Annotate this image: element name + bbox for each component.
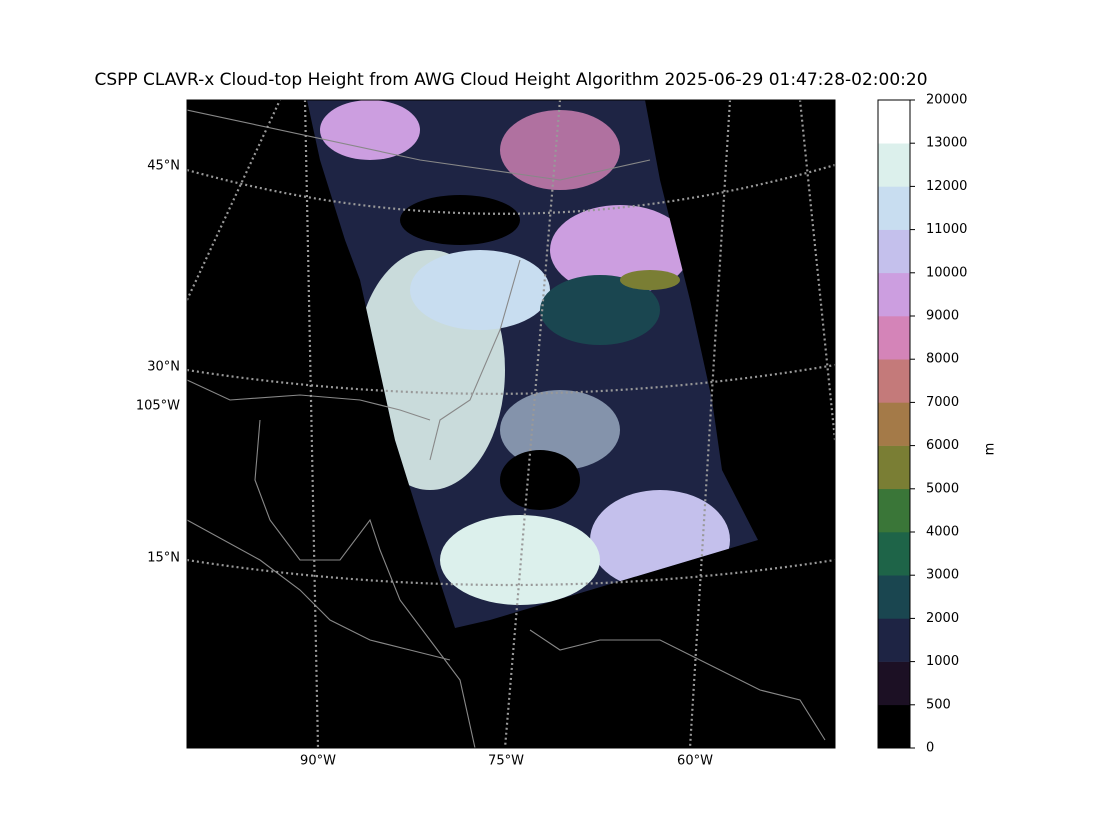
colorbar-segment [878,402,910,446]
colorbar-tick-label: 2000 [926,611,959,626]
colorbar-segment [878,532,910,576]
colorbar-segment [878,229,910,274]
colorbar-tick-label: 9000 [926,309,959,324]
colorbar-frame [877,99,911,749]
colorbar-segment [878,704,910,749]
colorbar-segment [878,618,910,662]
colorbar-tick-label: 0 [926,741,934,756]
lat-label: 30°N [147,360,180,375]
colorbar-tick-label: 5000 [926,481,959,496]
colorbar-segment [878,661,910,706]
colorbar-tick-label: 1000 [926,654,959,669]
colorbar-segment [878,359,910,403]
lon-label: 90°W [300,754,336,769]
colorbar-segment [878,143,910,187]
lon-label: 60°W [677,754,713,769]
colorbar-tick-label: 12000 [926,179,967,194]
colorbar-tick-label: 13000 [926,136,967,151]
lat-label: 45°N [147,159,180,174]
colorbar-label: m [983,443,998,456]
colorbar-segment [878,316,910,360]
colorbar-tick-label: 6000 [926,438,959,453]
colorbar-segment [878,575,910,619]
colorbar-tick-label: 8000 [926,352,959,367]
colorbar-tick-label: 500 [926,697,951,712]
colorbar-segment [878,186,910,230]
lat-label: 15°N [147,551,180,566]
colorbar-tick-label: 3000 [926,568,959,583]
colorbar-tick-label: 7000 [926,395,959,410]
map-frame [186,99,836,749]
lon-label: 75°W [488,754,524,769]
colorbar-segment [878,272,910,317]
colorbar-segment [878,445,910,490]
map [187,100,835,748]
colorbar-tick-label: 4000 [926,525,959,540]
colorbar-tick-label: 10000 [926,265,967,280]
title: CSPP CLAVR-x Cloud-top Height from AWG C… [94,70,927,90]
lat-label: 105°W [136,399,180,414]
colorbar-tick-label: 20000 [926,93,967,108]
colorbar-tick-label: 11000 [926,222,967,237]
colorbar-segment [878,100,910,144]
colorbar-segment [878,488,910,533]
